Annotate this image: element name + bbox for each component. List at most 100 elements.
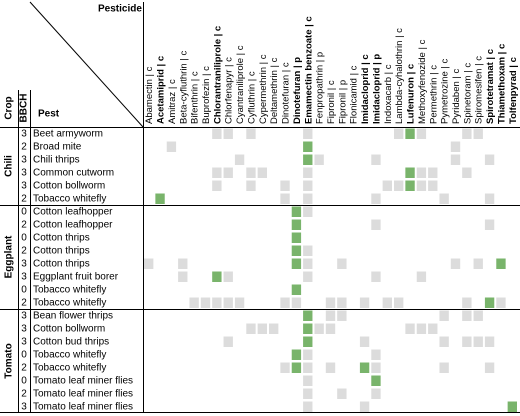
cell [269, 285, 278, 296]
cell [508, 259, 517, 270]
cell [144, 402, 153, 413]
cell [212, 271, 222, 282]
cell [383, 246, 392, 257]
cell [280, 193, 290, 204]
cell [337, 258, 347, 269]
pesticide-label: Imidacloprid | p [371, 54, 382, 124]
cell [303, 141, 313, 152]
cell [360, 324, 369, 335]
cell [201, 155, 210, 166]
cell [292, 337, 301, 348]
cell [280, 324, 289, 335]
cell [508, 389, 517, 400]
cell [417, 389, 426, 400]
cell [258, 142, 267, 153]
cell [496, 168, 505, 179]
pesticide-label: Pyridaben | c [451, 68, 462, 124]
cell [371, 298, 380, 309]
cell [258, 181, 267, 192]
pesticide-label: Spinetoram | c [462, 63, 473, 124]
cell [303, 388, 313, 399]
cell [474, 168, 483, 179]
cell [405, 402, 414, 413]
cell [473, 258, 483, 269]
cell [439, 246, 448, 257]
cell [258, 246, 267, 257]
cell [462, 350, 471, 361]
pest-label: Tobacco whitefly [33, 350, 106, 361]
cell [234, 297, 245, 308]
cell [212, 350, 221, 361]
cell [235, 272, 244, 283]
cell [416, 167, 427, 178]
pesticide-label: Spirotetramat | c [485, 49, 496, 124]
cell [212, 194, 221, 205]
cell [144, 220, 153, 231]
cell [189, 259, 198, 270]
cell [474, 324, 483, 335]
cell [439, 350, 448, 361]
cell [485, 129, 494, 140]
cell [258, 207, 267, 218]
cell [178, 168, 187, 179]
cell [405, 233, 414, 244]
pesticide-label: Cyantraniliprole | c [235, 45, 246, 124]
cell [474, 155, 483, 166]
bbch-header: BBCH [19, 94, 30, 123]
cell [326, 350, 335, 361]
cell [326, 246, 335, 257]
cell [508, 194, 517, 205]
cell [484, 154, 495, 165]
cell [439, 285, 448, 296]
cell [349, 220, 358, 231]
cell [360, 233, 369, 244]
cell [189, 376, 198, 387]
cell [314, 259, 323, 270]
cell [269, 246, 278, 257]
cell [269, 142, 278, 153]
cell [428, 207, 437, 218]
cell [508, 311, 517, 322]
cell [417, 298, 426, 309]
pesticide-label: Fipronil | c [326, 80, 337, 124]
cell [155, 402, 164, 413]
cell [485, 207, 494, 218]
cell [508, 298, 517, 309]
cell [428, 298, 437, 309]
cell [166, 141, 177, 152]
cell [417, 285, 426, 296]
pest-label: Cotton thrips [33, 246, 90, 257]
cell [201, 402, 210, 413]
cell [417, 246, 426, 257]
cell [383, 142, 392, 153]
pesticide-label: Deltamethrin | c [269, 57, 280, 124]
cell [246, 233, 255, 244]
cell [405, 180, 415, 191]
cell [326, 194, 335, 205]
cell [428, 129, 437, 140]
cell [212, 324, 221, 335]
pest-label: Bean flower thrips [33, 311, 113, 322]
cell [235, 142, 244, 153]
cell [383, 194, 392, 205]
cell [474, 181, 483, 192]
pest-label: Tomato leaf miner flies [33, 376, 133, 387]
cell [201, 324, 210, 335]
cell [314, 207, 323, 218]
cell [405, 259, 414, 270]
cell [189, 285, 198, 296]
cell [201, 376, 210, 387]
cell [473, 336, 483, 347]
cell [258, 350, 267, 361]
cell [280, 311, 289, 322]
cell [326, 285, 335, 296]
cell [360, 194, 369, 205]
cell [417, 363, 426, 374]
cell [178, 142, 187, 153]
cell [303, 258, 313, 269]
cell [167, 376, 176, 387]
cell [417, 311, 426, 322]
cell [371, 324, 380, 335]
cell [189, 350, 198, 361]
cell [291, 245, 302, 256]
